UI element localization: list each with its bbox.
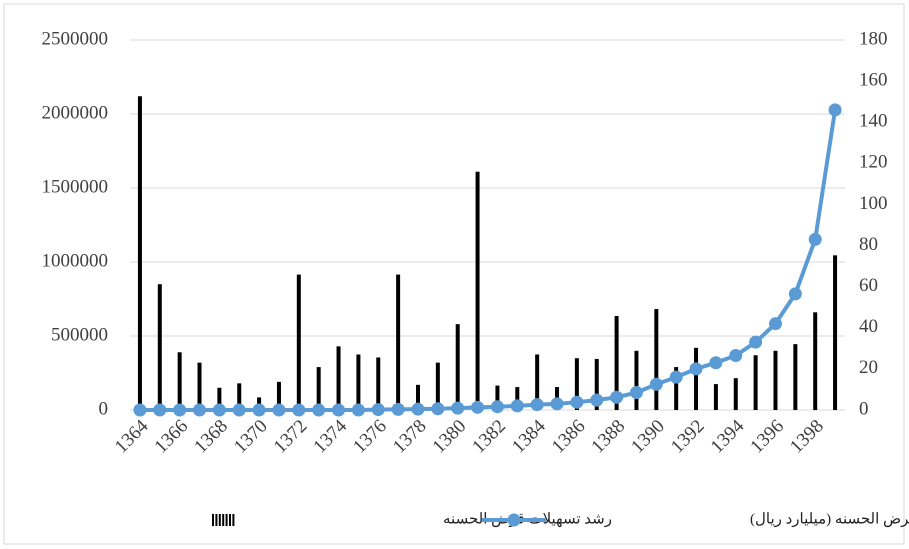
bar <box>495 385 500 410</box>
line-marker <box>371 403 385 417</box>
line-marker <box>550 397 564 411</box>
line-marker <box>828 103 842 117</box>
line-marker <box>391 402 405 416</box>
line-marker <box>729 349 743 363</box>
bar <box>316 367 321 410</box>
bar <box>574 358 579 410</box>
line-marker <box>768 317 782 331</box>
line-marker <box>292 403 306 417</box>
legend-swatch <box>212 514 214 526</box>
bar <box>694 347 699 410</box>
bar <box>833 255 838 410</box>
legend-swatch <box>232 514 235 526</box>
line-marker <box>351 403 365 417</box>
line-marker <box>788 287 802 301</box>
line-marker <box>709 356 723 370</box>
bar <box>475 171 480 410</box>
line-marker <box>193 403 207 417</box>
legend-swatch <box>229 514 231 526</box>
bar <box>276 381 281 410</box>
bar <box>217 387 222 410</box>
bar <box>733 378 738 410</box>
bar <box>515 387 520 410</box>
bar <box>614 316 619 410</box>
line-marker <box>451 401 465 415</box>
line-marker <box>510 399 524 413</box>
bar <box>157 284 162 410</box>
bar <box>376 357 381 410</box>
line-marker <box>252 403 266 417</box>
bar <box>396 274 401 410</box>
bar <box>237 383 242 410</box>
line-marker <box>212 403 226 417</box>
y2-tick-label: 20 <box>859 357 878 378</box>
bar <box>336 346 341 410</box>
line-marker <box>629 386 643 400</box>
bar <box>415 384 420 410</box>
y2-tick-label: 140 <box>859 111 888 132</box>
bar <box>753 355 758 410</box>
legend-swatch <box>222 514 225 526</box>
y-tick-label: 500000 <box>51 324 108 345</box>
bar <box>137 96 142 411</box>
line-marker <box>749 335 763 349</box>
bar <box>654 309 659 410</box>
y2-tick-label: 40 <box>859 316 878 337</box>
legend-swatch <box>218 514 221 526</box>
line-marker <box>312 403 326 417</box>
y2-tick-label: 0 <box>859 398 869 419</box>
bar <box>773 350 778 410</box>
line-marker <box>153 403 167 417</box>
y2-tick-label: 80 <box>859 234 878 255</box>
line-marker <box>332 403 346 417</box>
line-marker <box>649 377 663 391</box>
y2-tick-label: 180 <box>859 28 888 49</box>
bar <box>455 324 460 410</box>
bar <box>813 312 818 410</box>
legend-swatch <box>215 514 218 526</box>
legend-label: قرض الحسنه (میلیارد ریال) <box>750 511 909 527</box>
y2-tick-label: 120 <box>859 152 888 173</box>
bar <box>674 367 679 410</box>
bar <box>356 354 361 410</box>
y-tick-label: 2500000 <box>42 28 109 49</box>
y2-tick-label: 160 <box>859 69 888 90</box>
y-tick-label: 0 <box>99 398 109 419</box>
y-tick-label: 1000000 <box>42 250 109 271</box>
y2-tick-label: 60 <box>859 275 878 296</box>
line-marker <box>471 400 485 414</box>
line-marker <box>808 232 822 246</box>
line-marker <box>232 403 246 417</box>
line-marker <box>490 400 504 414</box>
chart-border <box>3 3 905 545</box>
bar <box>793 344 798 410</box>
line-marker <box>530 398 544 412</box>
y-tick-label: 1500000 <box>42 176 109 197</box>
legend-marker <box>507 513 521 527</box>
bar <box>535 354 540 410</box>
line-marker <box>133 403 147 417</box>
legend-swatch <box>225 514 228 526</box>
bar <box>713 384 718 410</box>
bar <box>594 358 599 410</box>
bar <box>177 352 182 410</box>
bar <box>197 362 202 410</box>
line-marker <box>411 402 425 416</box>
bar <box>435 362 440 410</box>
line-marker <box>570 395 584 409</box>
line-marker <box>173 403 187 417</box>
line-marker <box>272 403 286 417</box>
bar <box>296 274 301 410</box>
line-marker <box>689 362 703 376</box>
y2-tick-label: 100 <box>859 193 888 214</box>
line-marker <box>431 402 445 416</box>
bar <box>634 350 639 410</box>
y-tick-label: 2000000 <box>42 102 109 123</box>
line-marker <box>610 390 624 404</box>
line-marker <box>590 393 604 407</box>
line-marker <box>669 370 683 384</box>
